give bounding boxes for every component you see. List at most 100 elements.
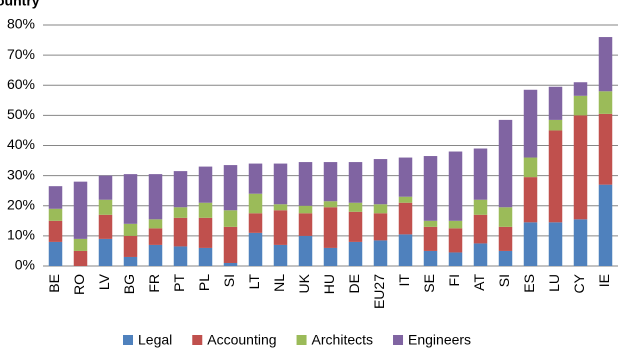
bar-segment: [598, 91, 613, 114]
bar-segment: [248, 163, 263, 194]
bar-segment: [273, 210, 288, 245]
bar-segment: [223, 165, 238, 211]
bar-segment: [473, 199, 488, 215]
y-tick-label: 20%: [7, 196, 35, 212]
y-tick-label: 50%: [7, 106, 35, 122]
legend-label: Legal: [138, 332, 172, 348]
bar-segment: [48, 241, 63, 266]
bar-segment: [573, 95, 588, 116]
bar-segment: [473, 243, 488, 266]
x-tick-label: HU: [321, 274, 337, 294]
x-tick-label: SI: [221, 274, 237, 287]
bar-segment: [498, 226, 513, 251]
bar-segment: [498, 207, 513, 227]
bar-segment: [223, 210, 238, 227]
x-tick-label: NL: [271, 274, 287, 292]
bar-segment: [448, 252, 463, 266]
bar-segment: [323, 247, 338, 266]
bar-segment: [223, 262, 238, 266]
bar-segment: [298, 205, 313, 214]
legend-label: Engineers: [408, 332, 471, 348]
bar-segment: [273, 204, 288, 211]
x-tick-label: IT: [396, 274, 412, 287]
bar-segment: [198, 202, 213, 218]
bar-segment: [398, 202, 413, 235]
bar-segment: [498, 119, 513, 208]
bar-segment: [173, 217, 188, 247]
y-tick-label: 70%: [7, 46, 35, 62]
bar-segment: [573, 219, 588, 266]
x-tick-label: BE: [46, 274, 62, 293]
bar-segment: [598, 184, 613, 266]
bar-segment: [273, 163, 288, 205]
bar-segment: [73, 181, 88, 239]
bar-segment: [223, 226, 238, 263]
bar-segment: [173, 207, 188, 218]
bar-segment: [98, 175, 113, 200]
bar-segment: [323, 207, 338, 248]
bar-segment: [98, 238, 113, 266]
bar-segment: [523, 177, 538, 223]
chart-title: ountry: [0, 0, 40, 9]
legend-label: Architects: [312, 332, 373, 348]
legend-swatch: [123, 335, 133, 345]
legend-label: Accounting: [207, 332, 276, 348]
bar-segment: [48, 186, 63, 209]
bar-segment: [448, 220, 463, 229]
bar-segment: [123, 223, 138, 236]
bar-segment: [98, 199, 113, 215]
x-tick-label: PL: [196, 274, 212, 291]
bar-segment: [148, 174, 163, 220]
x-tick-label: EU27: [371, 274, 387, 309]
bar-segment: [73, 250, 88, 266]
x-tick-label: IE: [596, 274, 612, 287]
y-tick-label: 0%: [15, 257, 35, 273]
bar-segment: [298, 235, 313, 266]
legend-swatch: [192, 335, 203, 345]
bar-segment: [598, 37, 613, 92]
y-tick-label: 30%: [7, 166, 35, 182]
bar-segment: [123, 256, 138, 266]
bar-segment: [248, 193, 263, 214]
bar-segment: [373, 159, 388, 205]
bar-segment: [498, 250, 513, 266]
bar-segment: [48, 208, 63, 221]
bar-segment: [548, 86, 563, 120]
bar-segment: [348, 241, 363, 266]
bar-segment: [148, 228, 163, 245]
bar-segment: [448, 228, 463, 253]
bar-segment: [298, 213, 313, 236]
bar-segment: [173, 171, 188, 208]
x-tick-label: CY: [571, 273, 587, 293]
bar-segment: [523, 157, 538, 178]
bar-segment: [348, 211, 363, 242]
bar-segment: [373, 213, 388, 241]
bar-segment: [523, 89, 538, 158]
bar-segment: [398, 196, 413, 203]
bar-segment: [523, 222, 538, 266]
bar-segment: [248, 213, 263, 233]
x-tick-label: DE: [346, 274, 362, 293]
bar-segment: [148, 244, 163, 266]
x-tick-label: LT: [246, 274, 262, 290]
bar-segment: [148, 219, 163, 229]
bar-segment: [373, 204, 388, 214]
bar-segment: [198, 166, 213, 203]
bar-segment: [573, 115, 588, 220]
bar-segment: [423, 156, 438, 221]
x-tick-label: AT: [471, 274, 487, 291]
bar-segment: [398, 234, 413, 266]
bar-segment: [273, 244, 288, 266]
bar-segment: [548, 130, 563, 223]
bar-segment: [423, 250, 438, 266]
legend-swatch: [393, 335, 404, 345]
bar-segment: [198, 217, 213, 248]
bar-segment: [298, 162, 313, 206]
bar-segment: [323, 162, 338, 202]
x-tick-label: FI: [446, 274, 462, 286]
bar-segment: [548, 119, 563, 131]
x-tick-label: PT: [171, 274, 187, 292]
bar-segment: [248, 232, 263, 266]
bar-segment: [473, 148, 488, 200]
